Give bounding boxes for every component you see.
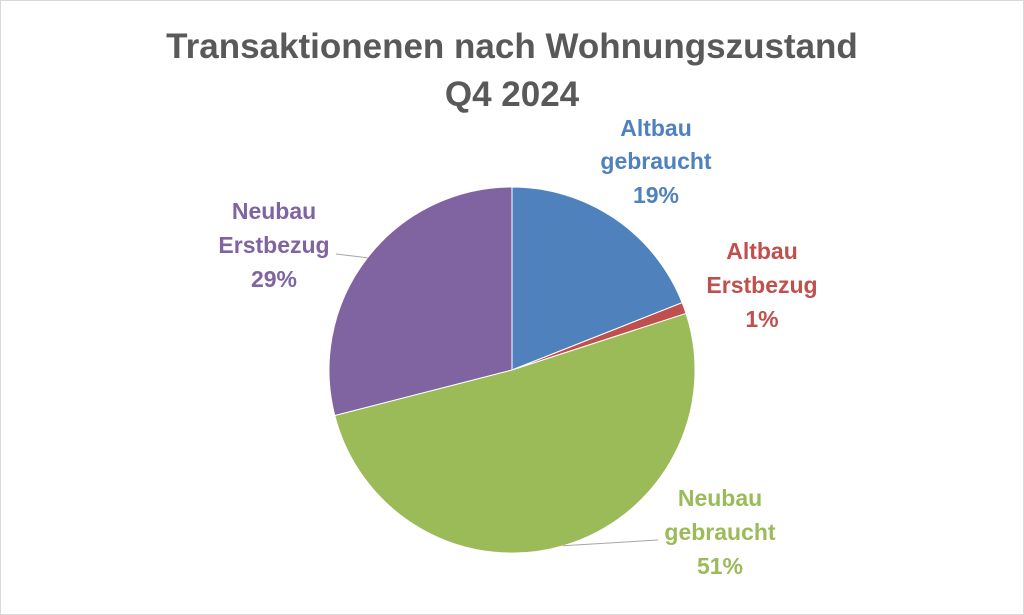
leader-line-neubau-erstbezug [335, 253, 368, 259]
label-altbau-gebraucht: Altbau gebraucht 19% [600, 115, 712, 208]
label-altbau-erstbezug-pct: 1% [745, 306, 778, 332]
label-altbau-gebraucht-pct: 19% [633, 182, 679, 208]
slice-neubau-erstbezug [328, 186, 513, 417]
slice-altbau-gebraucht [511, 186, 683, 371]
label-altbau-erstbezug-line1: Altbau [726, 238, 798, 264]
label-altbau-erstbezug: Altbau Erstbezug 1% [706, 238, 817, 332]
leader-line-neubau-gebraucht [563, 539, 659, 547]
label-neubau-erstbezug: Neubau Erstbezug 29% [218, 198, 329, 292]
label-altbau-gebraucht-line1: Altbau [620, 115, 692, 141]
chart-title-line2: Q4 2024 [445, 75, 580, 114]
label-neubau-erstbezug-pct: 29% [251, 266, 297, 292]
label-altbau-gebraucht-line2: gebraucht [600, 148, 712, 174]
pie-slices [328, 186, 696, 554]
leader-lines [335, 253, 659, 547]
label-neubau-gebraucht-pct: 51% [697, 553, 743, 579]
slice-neubau-gebraucht [334, 312, 696, 554]
label-neubau-gebraucht: Neubau gebraucht 51% [664, 485, 776, 579]
label-neubau-erstbezug-line2: Erstbezug [218, 232, 329, 258]
label-neubau-erstbezug-line1: Neubau [232, 198, 316, 224]
label-altbau-erstbezug-line2: Erstbezug [706, 272, 817, 298]
label-neubau-gebraucht-line2: gebraucht [664, 519, 776, 545]
label-neubau-gebraucht-line1: Neubau [678, 485, 762, 511]
chart-title-line1: Transaktionenen nach Wohnungszustand [166, 27, 858, 66]
